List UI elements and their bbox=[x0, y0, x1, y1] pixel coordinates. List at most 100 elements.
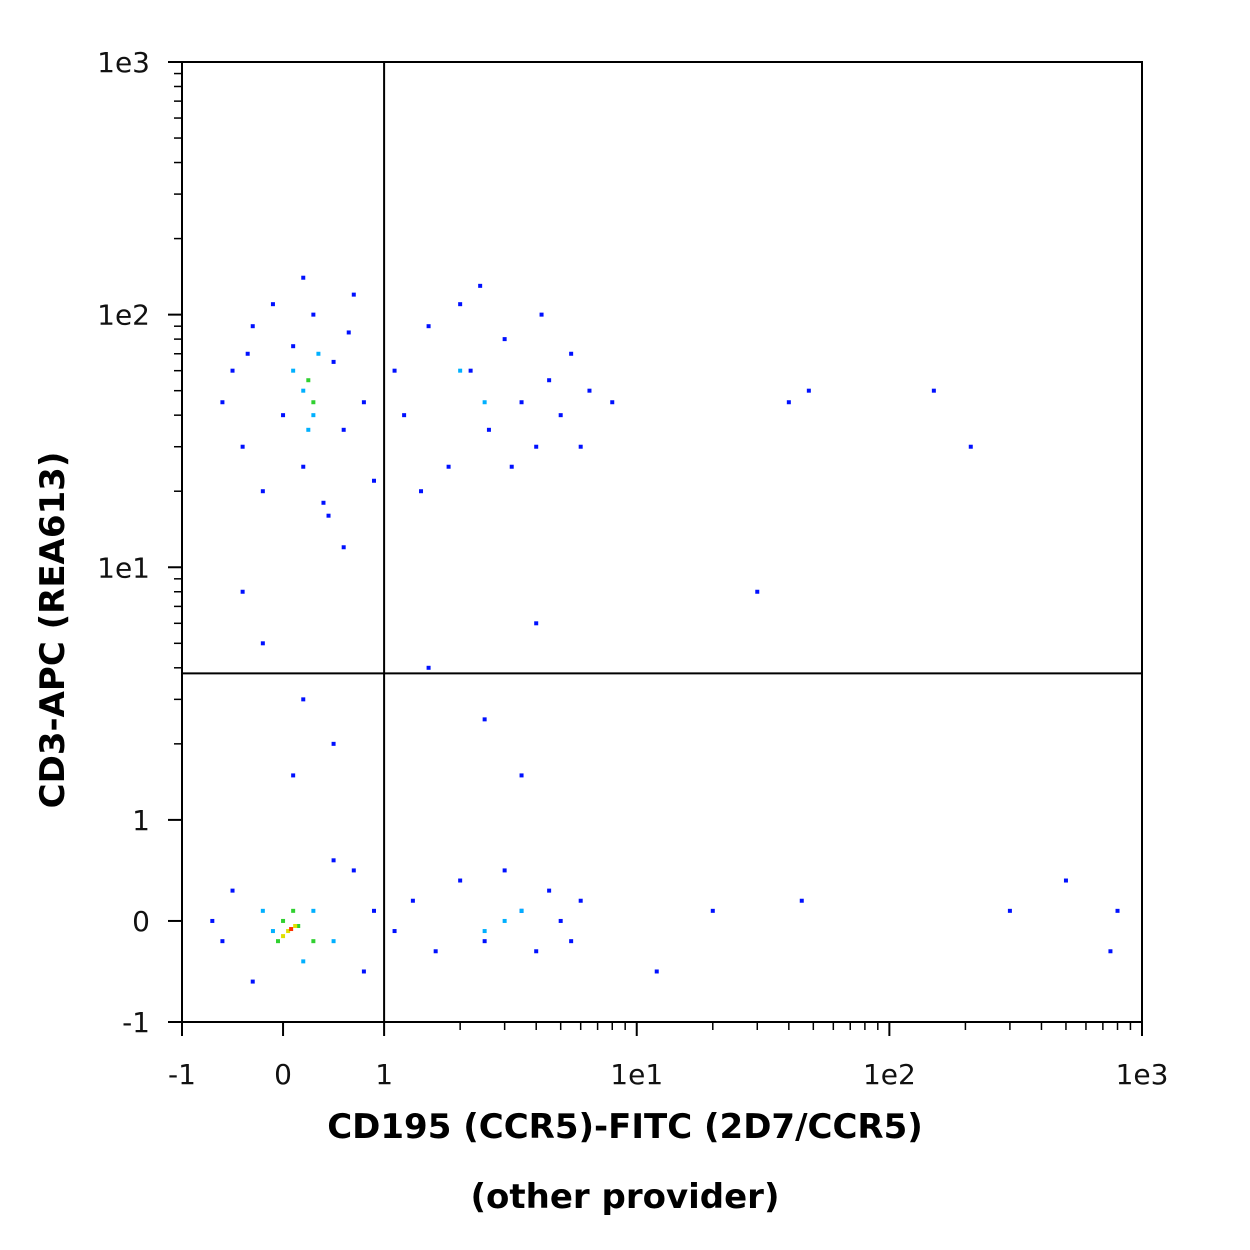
event-dot bbox=[755, 589, 760, 594]
event-dot bbox=[482, 400, 487, 405]
event-dot bbox=[306, 427, 311, 432]
event-dot bbox=[250, 979, 255, 984]
event-dot bbox=[289, 927, 294, 932]
event-dot bbox=[326, 513, 331, 518]
event-dot bbox=[931, 388, 936, 393]
event-dot bbox=[392, 929, 397, 934]
event-dot bbox=[331, 359, 336, 364]
event-dot bbox=[240, 589, 245, 594]
event-dot bbox=[519, 908, 524, 913]
event-dot bbox=[1063, 878, 1068, 883]
event-dot bbox=[482, 939, 487, 944]
event-dot bbox=[296, 924, 301, 928]
event-dot bbox=[281, 918, 286, 923]
event-dot bbox=[260, 489, 265, 494]
event-dot bbox=[372, 908, 376, 913]
event-dot bbox=[281, 934, 286, 939]
event-dot bbox=[968, 444, 973, 449]
event-dot bbox=[230, 888, 235, 893]
event-dot bbox=[210, 918, 215, 923]
event-dot bbox=[433, 949, 438, 954]
y-tick-label: 1e3 bbox=[97, 46, 150, 79]
event-dot bbox=[311, 312, 316, 317]
event-dot bbox=[710, 908, 715, 913]
event-dot bbox=[558, 918, 563, 923]
event-dot bbox=[458, 368, 463, 373]
event-dot bbox=[361, 969, 366, 974]
event-dot bbox=[220, 400, 225, 405]
event-dot bbox=[220, 939, 225, 944]
event-dot bbox=[346, 330, 351, 335]
event-dot bbox=[291, 773, 296, 778]
event-dot bbox=[286, 929, 291, 934]
event-dot bbox=[301, 388, 306, 393]
event-dot bbox=[478, 283, 483, 288]
event-dot bbox=[1108, 949, 1113, 954]
event-dot bbox=[482, 929, 487, 934]
event-dot bbox=[419, 489, 424, 494]
event-dot bbox=[402, 413, 407, 418]
event-dot bbox=[410, 898, 415, 903]
y-tick-label: 1 bbox=[132, 804, 150, 837]
event-dot bbox=[341, 427, 346, 432]
x-tick-label: 1e3 bbox=[1116, 1058, 1169, 1091]
event-dot bbox=[509, 464, 514, 469]
event-dot bbox=[610, 400, 615, 405]
event-dot bbox=[534, 949, 539, 954]
event-dot bbox=[806, 388, 811, 393]
event-dot bbox=[230, 368, 235, 373]
event-dot bbox=[502, 918, 507, 923]
event-dot bbox=[458, 878, 463, 883]
event-dot bbox=[578, 444, 583, 449]
event-dot bbox=[486, 427, 491, 432]
event-dot bbox=[331, 939, 336, 944]
event-dot bbox=[316, 351, 321, 356]
event-dot bbox=[458, 302, 463, 307]
event-dot bbox=[578, 898, 583, 903]
event-dot bbox=[1007, 908, 1012, 913]
event-dot bbox=[426, 324, 431, 329]
x-tick-label: 1e2 bbox=[863, 1058, 916, 1091]
event-dot bbox=[250, 324, 255, 329]
event-dot bbox=[321, 500, 326, 505]
event-dot bbox=[331, 858, 336, 863]
event-dot bbox=[240, 444, 245, 449]
event-dot bbox=[502, 337, 507, 342]
x-axis-title: CD195 (CCR5)-FITC (2D7/CCR5) bbox=[327, 1107, 923, 1147]
event-dot bbox=[547, 888, 552, 893]
y-tick-label: -1 bbox=[122, 1006, 150, 1039]
event-dot bbox=[331, 741, 336, 746]
event-dot bbox=[519, 773, 524, 778]
event-dot bbox=[311, 400, 316, 405]
event-dot bbox=[270, 302, 275, 307]
y-tick-label: 1e2 bbox=[97, 299, 150, 332]
event-dot bbox=[502, 868, 507, 873]
event-dot bbox=[587, 388, 592, 393]
event-dot bbox=[311, 939, 316, 944]
event-dot bbox=[446, 464, 451, 469]
event-dot bbox=[341, 545, 346, 550]
event-dot bbox=[799, 898, 804, 903]
y-axis-title: CD3-APC (REA613) bbox=[33, 452, 73, 809]
event-dot bbox=[281, 413, 286, 418]
event-dot bbox=[534, 621, 539, 626]
event-dot bbox=[306, 378, 311, 383]
event-dot bbox=[482, 717, 487, 722]
event-dot bbox=[539, 312, 544, 317]
event-dot bbox=[558, 413, 563, 418]
event-dot bbox=[270, 929, 275, 934]
y-tick-label: 0 bbox=[132, 905, 150, 938]
event-dot bbox=[468, 368, 473, 373]
event-dot bbox=[392, 368, 397, 373]
event-dot bbox=[361, 400, 366, 405]
event-dot bbox=[301, 275, 306, 280]
event-dot bbox=[547, 378, 552, 383]
event-dot bbox=[260, 908, 265, 913]
event-dot bbox=[351, 868, 356, 873]
event-dot bbox=[291, 344, 296, 349]
event-dot bbox=[291, 908, 296, 913]
event-dot bbox=[351, 292, 356, 297]
event-dot bbox=[276, 939, 280, 944]
x-tick-label: -1 bbox=[168, 1058, 196, 1091]
event-dot bbox=[654, 969, 659, 974]
